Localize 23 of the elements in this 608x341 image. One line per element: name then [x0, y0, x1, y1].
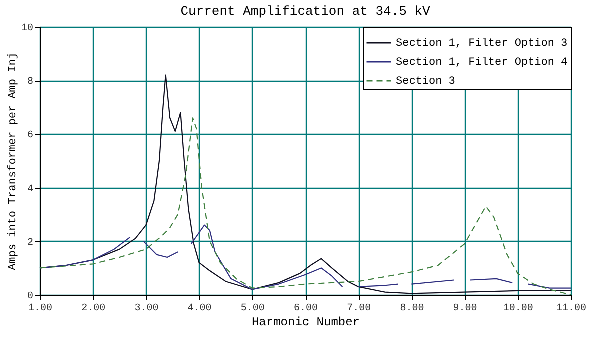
x-tick-label: 8.00 — [400, 304, 424, 314]
y-tick-label: 8 — [27, 77, 34, 88]
x-tick-label: 1.00 — [28, 304, 53, 314]
x-tick-label: 11.00 — [556, 304, 587, 314]
y-tick-label: 10 — [21, 24, 34, 34]
x-tick-label: 7.00 — [347, 304, 372, 314]
x-tick-label: 6.00 — [294, 304, 318, 314]
x-tick-label: 10.00 — [503, 304, 534, 314]
y-tick-label: 6 — [27, 130, 34, 142]
x-tick-label: 3.00 — [134, 304, 159, 314]
x-tick-label: 2.00 — [82, 304, 106, 314]
y-tick-label: 4 — [27, 184, 34, 196]
x-tick-label: 9.00 — [453, 304, 478, 314]
chart-title: Current Amplification at 34.5 kV — [180, 4, 431, 19]
legend-label: Section 3 — [396, 76, 456, 88]
legend-label: Section 1, Filter Option 3 — [396, 38, 568, 50]
y-tick-label: 2 — [27, 238, 34, 249]
y-axis-title: Amps into Transformer per Amp Inj — [8, 52, 20, 270]
x-tick-label: 5.00 — [240, 304, 265, 314]
x-tick-label: 4.00 — [188, 304, 212, 314]
legend-label: Section 1, Filter Option 4 — [396, 57, 568, 69]
x-axis-title: Harmonic Number — [252, 316, 360, 330]
y-tick-label: 0 — [27, 292, 34, 302]
